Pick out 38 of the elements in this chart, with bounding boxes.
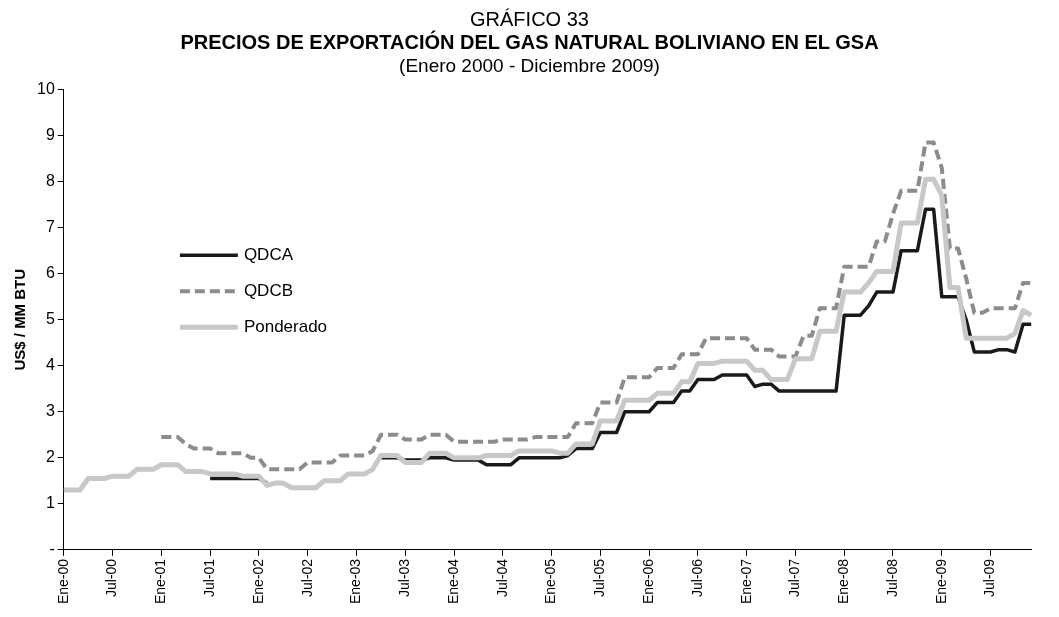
y-tick-label: 2 [45, 448, 55, 466]
x-tick-label: Jul-01 [200, 558, 217, 597]
x-tick-label: Ene-00 [54, 558, 71, 605]
x-tick-label: Jul-08 [883, 558, 900, 597]
x-tick-label: Jul-05 [591, 558, 608, 597]
x-tick-label: Ene-04 [444, 558, 461, 605]
chart-subtitle: (Enero 2000 - Diciembre 2009) [398, 54, 661, 77]
x-tick-label: Ene-09 [932, 558, 949, 605]
x-tick-label: Jul-00 [103, 558, 120, 597]
legend-label: Ponderado [243, 316, 328, 336]
y-tick-label: 3 [45, 402, 55, 420]
x-tick-label: Jul-02 [298, 558, 315, 597]
x-tick-label: Ene-08 [835, 558, 852, 605]
y-axis-title: US$ / MM BTU [11, 268, 29, 371]
y-tick-label: 1 [45, 494, 55, 512]
y-tick-label: 10 [37, 80, 55, 98]
text: GRÁFICO 33 [469, 8, 590, 31]
x-tick-label: Jul-09 [981, 558, 998, 597]
x-tick-label: Ene-02 [249, 558, 266, 605]
y-tick-label: 7 [45, 218, 55, 236]
y-tick-label: 4 [45, 356, 55, 374]
x-tick-label: Ene-07 [737, 558, 754, 605]
x-tick-label: Jul-04 [493, 558, 510, 597]
legend-label: QDCA [243, 244, 294, 264]
y-tick-label: 6 [45, 264, 55, 282]
y-tick-label: 9 [45, 126, 55, 144]
x-tick-label: Jul-03 [396, 558, 413, 597]
chart-title: PRECIOS DE EXPORTACIÓN DEL GAS NATURAL BOLIVIANO EN EL GSA [179, 31, 880, 54]
legend-label: QDCB [243, 280, 294, 300]
x-tick-label: Jul-07 [786, 558, 803, 597]
y-tick-label: 5 [45, 310, 55, 328]
x-tick-label: Ene-01 [152, 558, 169, 605]
x-tick-label: Ene-05 [542, 558, 559, 605]
y-tick-label: - [49, 540, 55, 558]
x-tick-label: Jul-06 [688, 558, 705, 597]
y-tick-label: 8 [45, 172, 55, 190]
x-tick-label: Ene-03 [347, 558, 364, 605]
x-tick-label: Ene-06 [639, 558, 656, 605]
